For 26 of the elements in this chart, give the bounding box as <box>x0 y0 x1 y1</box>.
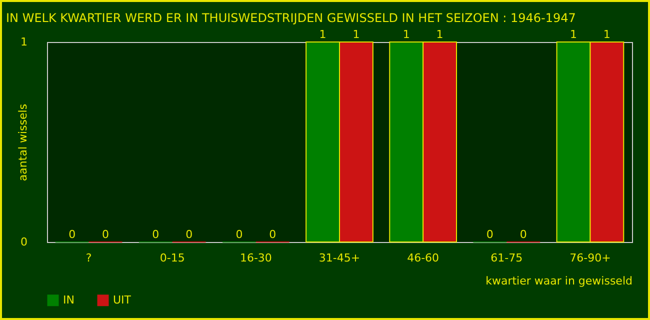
data-label: 0 <box>102 228 109 241</box>
y-axis-title: aantal wissels <box>16 104 30 182</box>
data-label: 1 <box>603 28 610 41</box>
data-label: 0 <box>269 228 276 241</box>
data-label: 1 <box>570 28 577 41</box>
x-axis-title: kwartier waar in gewisseld <box>486 274 632 288</box>
chart-title: IN WELK KWARTIER WERD ER IN THUISWEDSTRIJDEN GEWISSELD IN HET SEIZOEN : 1946-1947 <box>6 11 576 25</box>
x-tick-label: 46-60 <box>407 252 440 264</box>
data-label: 0 <box>186 228 193 241</box>
data-label: 1 <box>319 28 326 41</box>
x-tick-label: 0-15 <box>160 252 185 264</box>
x-tick-label: 61-75 <box>490 252 523 264</box>
x-tick-label: 31-45+ <box>318 252 360 264</box>
legend-label: UIT <box>113 293 132 306</box>
legend-label: IN <box>63 293 74 306</box>
data-label: 1 <box>352 28 360 41</box>
data-label: 0 <box>486 228 494 241</box>
x-tick-label: 76-90+ <box>570 252 611 264</box>
x-tick-label: ? <box>86 252 92 264</box>
data-label: 0 <box>236 228 243 241</box>
data-label: 0 <box>520 228 527 241</box>
data-label: 1 <box>402 28 410 41</box>
data-label: 0 <box>152 228 160 241</box>
data-label: 1 <box>436 28 444 41</box>
x-tick-label: 16-30 <box>240 252 272 264</box>
data-label: 0 <box>68 228 76 241</box>
